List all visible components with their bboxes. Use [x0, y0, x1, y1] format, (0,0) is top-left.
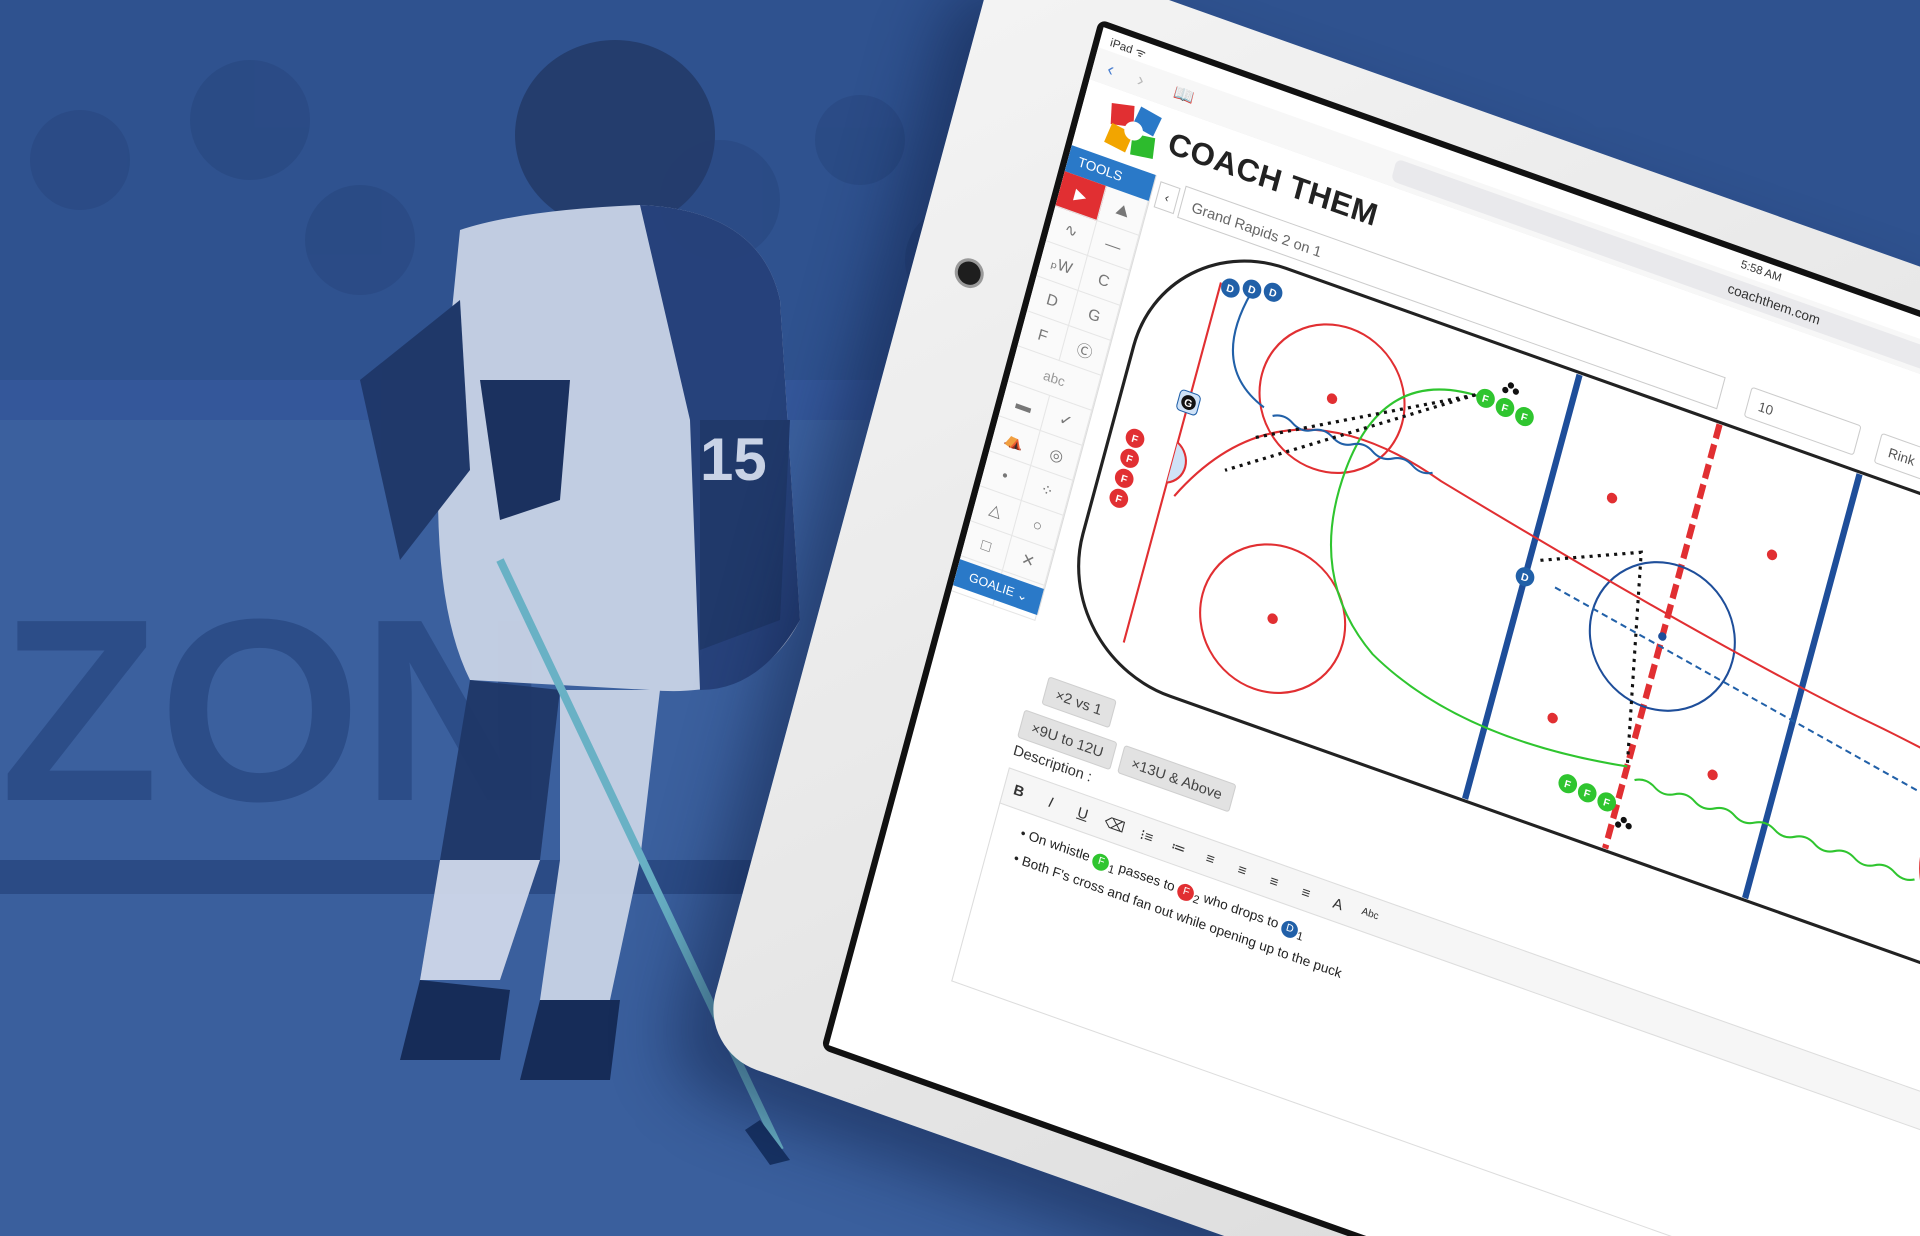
app-header: COACH THEM Drills Plans Ac: [1072, 79, 1920, 636]
svg-text:D: D: [1225, 283, 1235, 296]
coach-them-logo: [1104, 102, 1162, 159]
svg-text:F: F: [1119, 474, 1129, 487]
svg-text:F: F: [1481, 394, 1491, 407]
svg-text:D: D: [1268, 287, 1278, 300]
skate-path-blue: [1231, 292, 1265, 409]
faceoff-circle-lb: [1199, 543, 1347, 695]
skate-path-green: [1330, 388, 1628, 768]
tablet-device: iPad ᯤ 5:58 AM ‹ › 📖 coachthem.com: [700, 0, 1920, 1236]
player-f-red-3: F: [1114, 468, 1134, 488]
jersey-number: 15: [700, 426, 767, 493]
player-f-red-1: F: [1125, 428, 1145, 448]
player-f-red-4: F: [1109, 488, 1129, 508]
faceoff-dot-lt: [1326, 393, 1338, 404]
goalie-left: G: [1176, 389, 1201, 416]
backward-path-blue: [1554, 586, 1920, 888]
svg-text:D: D: [1247, 284, 1257, 297]
center-dot: [1658, 632, 1667, 641]
back-arrow-icon[interactable]: ‹: [1105, 58, 1117, 81]
tag-13u-above[interactable]: ×13U & Above: [1117, 744, 1237, 813]
goal-line-left: [1122, 282, 1222, 643]
hockey-player: [360, 40, 800, 1165]
svg-text:F: F: [1125, 454, 1135, 467]
crease-left: [1166, 441, 1187, 484]
bookmarks-icon[interactable]: 📖: [1171, 83, 1196, 108]
svg-text:F: F: [1602, 797, 1612, 810]
neutral-dot-3: [1766, 549, 1778, 561]
svg-text:F: F: [1114, 494, 1124, 507]
player-f-6: F: [1597, 792, 1617, 812]
player-f-1: F: [1476, 388, 1495, 408]
faceoff-dot-lb: [1267, 613, 1278, 624]
player-f-red-2: F: [1120, 448, 1139, 468]
badge-d-blue-sub: 1: [1295, 929, 1305, 944]
player-d-2: D: [1242, 279, 1262, 299]
forward-arrow-icon[interactable]: ›: [1135, 68, 1147, 91]
neutral-dot-4: [1707, 769, 1718, 781]
center-circle: [1588, 561, 1736, 712]
player-f-3: F: [1515, 407, 1534, 427]
player-d-3: D: [1263, 282, 1283, 302]
player-d-4: D: [1515, 567, 1535, 587]
svg-text:F: F: [1520, 412, 1530, 425]
player-f-2: F: [1495, 397, 1515, 418]
carry-path-green: [1634, 778, 1915, 881]
svg-text:F: F: [1582, 788, 1592, 801]
carry-path-blue: [1272, 414, 1433, 475]
blue-line-right: [1742, 473, 1863, 900]
faceoff-circle-lt: [1258, 323, 1406, 475]
svg-text:G: G: [1183, 398, 1194, 411]
pass-path-3: [1540, 550, 1643, 767]
pucks-bottom: [1620, 816, 1627, 824]
svg-text:D: D: [1520, 572, 1530, 585]
svg-text:F: F: [1563, 779, 1573, 792]
app-window: iPad ᯤ 5:58 AM ‹ › 📖 coachthem.com: [828, 27, 1920, 1236]
player-f-4: F: [1558, 774, 1578, 794]
pucks-top: [1507, 382, 1515, 389]
rink-diagram[interactable]: D D D D F F F F F F F F F F F D D: [1043, 218, 1920, 1056]
player-f-5: F: [1577, 783, 1597, 803]
collapse-tools-button[interactable]: ‹: [1153, 181, 1181, 215]
neutral-dot-2: [1547, 712, 1558, 724]
neutral-dot-1: [1606, 492, 1618, 504]
svg-text:F: F: [1500, 403, 1510, 416]
svg-text:F: F: [1130, 434, 1140, 447]
player-d-1: D: [1221, 278, 1240, 298]
tablet-screen: iPad ᯤ 5:58 AM ‹ › 📖 coachthem.com: [821, 19, 1920, 1236]
pass-path-1: [1224, 393, 1477, 472]
